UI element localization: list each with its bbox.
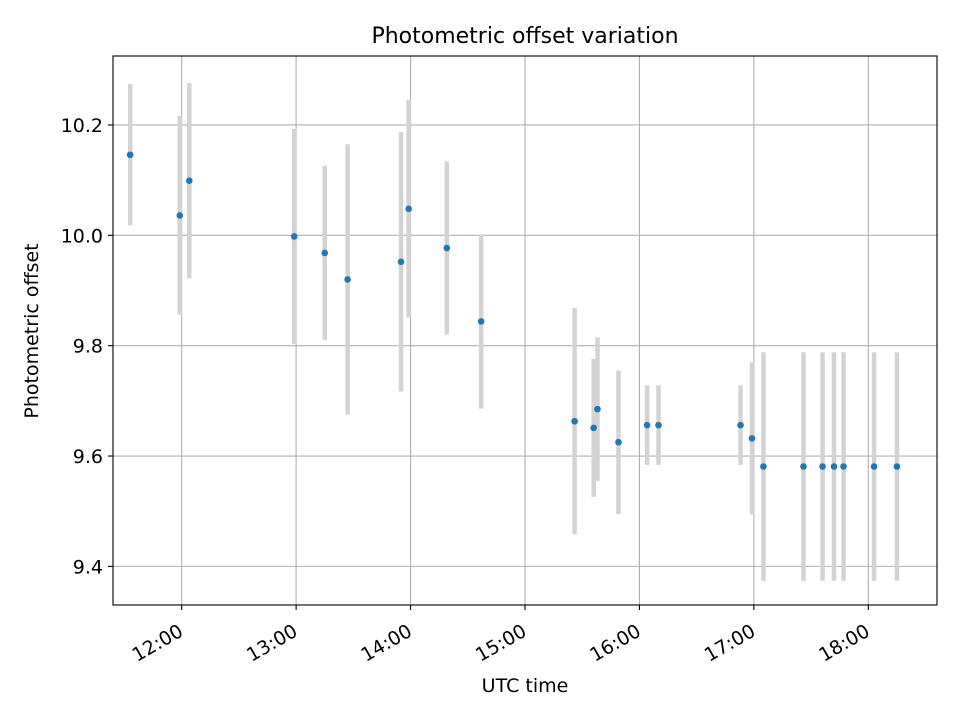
- data-point: [819, 463, 826, 470]
- data-point: [477, 318, 485, 325]
- y-tick-label: 10.0: [61, 225, 103, 247]
- y-axis-label: Photometric offset: [21, 243, 43, 418]
- data-point: [185, 177, 193, 184]
- data-point: [893, 463, 901, 470]
- y-axis-ticks: 9.4 9.6 9.8 10.0 10.2: [61, 115, 113, 578]
- data-point: [800, 463, 807, 470]
- data-point: [290, 233, 298, 240]
- data-point: [443, 244, 451, 252]
- y-tick-label: 9.8: [73, 336, 103, 358]
- data-points: [126, 151, 901, 470]
- data-point: [344, 276, 351, 283]
- chart-title: Photometric offset variation: [371, 24, 678, 49]
- y-tick-label: 9.6: [73, 446, 103, 468]
- x-axis-label: UTC time: [482, 675, 569, 697]
- data-point: [590, 424, 597, 432]
- data-point: [176, 212, 184, 219]
- data-point: [405, 205, 412, 213]
- y-tick-label: 10.2: [61, 115, 103, 137]
- data-point: [870, 463, 878, 470]
- data-point: [655, 421, 662, 429]
- data-point: [126, 151, 134, 159]
- y-tick-label: 9.4: [73, 556, 103, 578]
- data-point: [321, 249, 329, 257]
- data-point: [830, 463, 838, 470]
- data-point: [748, 435, 756, 442]
- data-point: [571, 417, 578, 425]
- data-point: [760, 463, 767, 470]
- data-point: [840, 463, 847, 470]
- data-point: [643, 421, 651, 429]
- data-point: [594, 405, 601, 413]
- data-point: [397, 258, 405, 266]
- data-point: [737, 421, 744, 429]
- data-point: [615, 438, 622, 446]
